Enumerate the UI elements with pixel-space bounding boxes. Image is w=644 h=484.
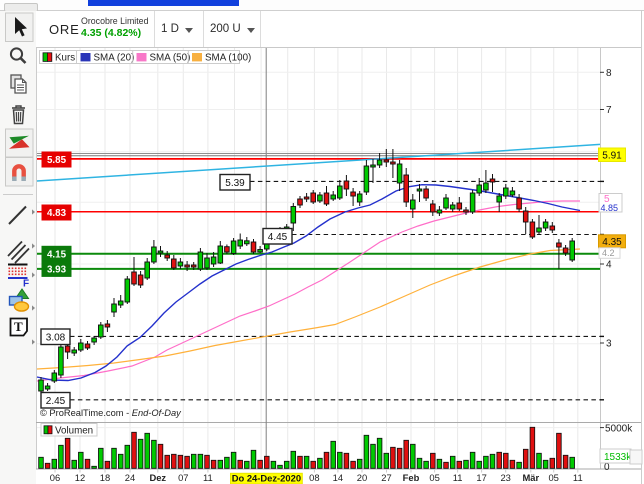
svg-text:05: 05 (429, 472, 439, 483)
svg-text:12: 12 (75, 472, 85, 483)
svg-text:4.2: 4.2 (602, 248, 615, 258)
svg-text:4.35: 4.35 (602, 237, 622, 248)
svg-text:4.85: 4.85 (601, 203, 619, 213)
svg-text:3.93: 3.93 (47, 264, 67, 275)
svg-text:23: 23 (500, 472, 510, 483)
svg-text:© ProRealTime.com - End-Of-Day: © ProRealTime.com - End-Of-Day (40, 408, 182, 418)
svg-text:Volumen: Volumen (55, 426, 93, 437)
svg-text:20: 20 (357, 472, 367, 483)
svg-text:Feb: Feb (403, 472, 420, 483)
svg-text:Dez: Dez (149, 472, 166, 483)
svg-text:14: 14 (333, 472, 343, 483)
svg-text:08: 08 (309, 472, 319, 483)
svg-text:11: 11 (203, 472, 213, 483)
svg-text:8: 8 (606, 68, 612, 79)
svg-text:4.45: 4.45 (268, 232, 288, 243)
svg-text:Kurs: Kurs (55, 53, 75, 64)
svg-text:SMA (100): SMA (100) (205, 53, 251, 64)
svg-text:1533k: 1533k (604, 452, 632, 463)
svg-text:17: 17 (476, 472, 486, 483)
svg-text:SMA (20): SMA (20) (94, 53, 135, 64)
svg-text:4.83: 4.83 (47, 208, 67, 219)
svg-text:07: 07 (178, 472, 188, 483)
svg-text:18: 18 (100, 472, 110, 483)
svg-text:27: 27 (381, 472, 391, 483)
svg-text:5000k: 5000k (605, 424, 633, 435)
svg-text:5.39: 5.39 (225, 178, 245, 189)
svg-text:Mär: Mär (522, 472, 539, 483)
svg-text:3: 3 (606, 339, 612, 350)
svg-text:05: 05 (548, 472, 558, 483)
svg-text:4: 4 (606, 260, 612, 271)
svg-text:06: 06 (50, 472, 60, 483)
svg-text:T: T (14, 319, 23, 334)
svg-text:Do 24-Dez-2020: Do 24-Dez-2020 (232, 472, 301, 483)
svg-text:5.85: 5.85 (47, 155, 67, 166)
svg-text:2.45: 2.45 (46, 396, 66, 407)
svg-text:7: 7 (606, 105, 612, 116)
svg-text:11: 11 (453, 472, 463, 483)
svg-text:5: 5 (604, 194, 610, 205)
svg-text:SMA (50): SMA (50) (150, 53, 191, 64)
svg-text:5.91: 5.91 (602, 151, 622, 162)
svg-text:3.08: 3.08 (46, 333, 66, 344)
svg-text:24: 24 (125, 472, 135, 483)
svg-text:F: F (23, 279, 29, 290)
svg-text:0: 0 (604, 462, 610, 473)
svg-text:4.15: 4.15 (47, 249, 67, 260)
svg-text:11: 11 (573, 472, 583, 483)
